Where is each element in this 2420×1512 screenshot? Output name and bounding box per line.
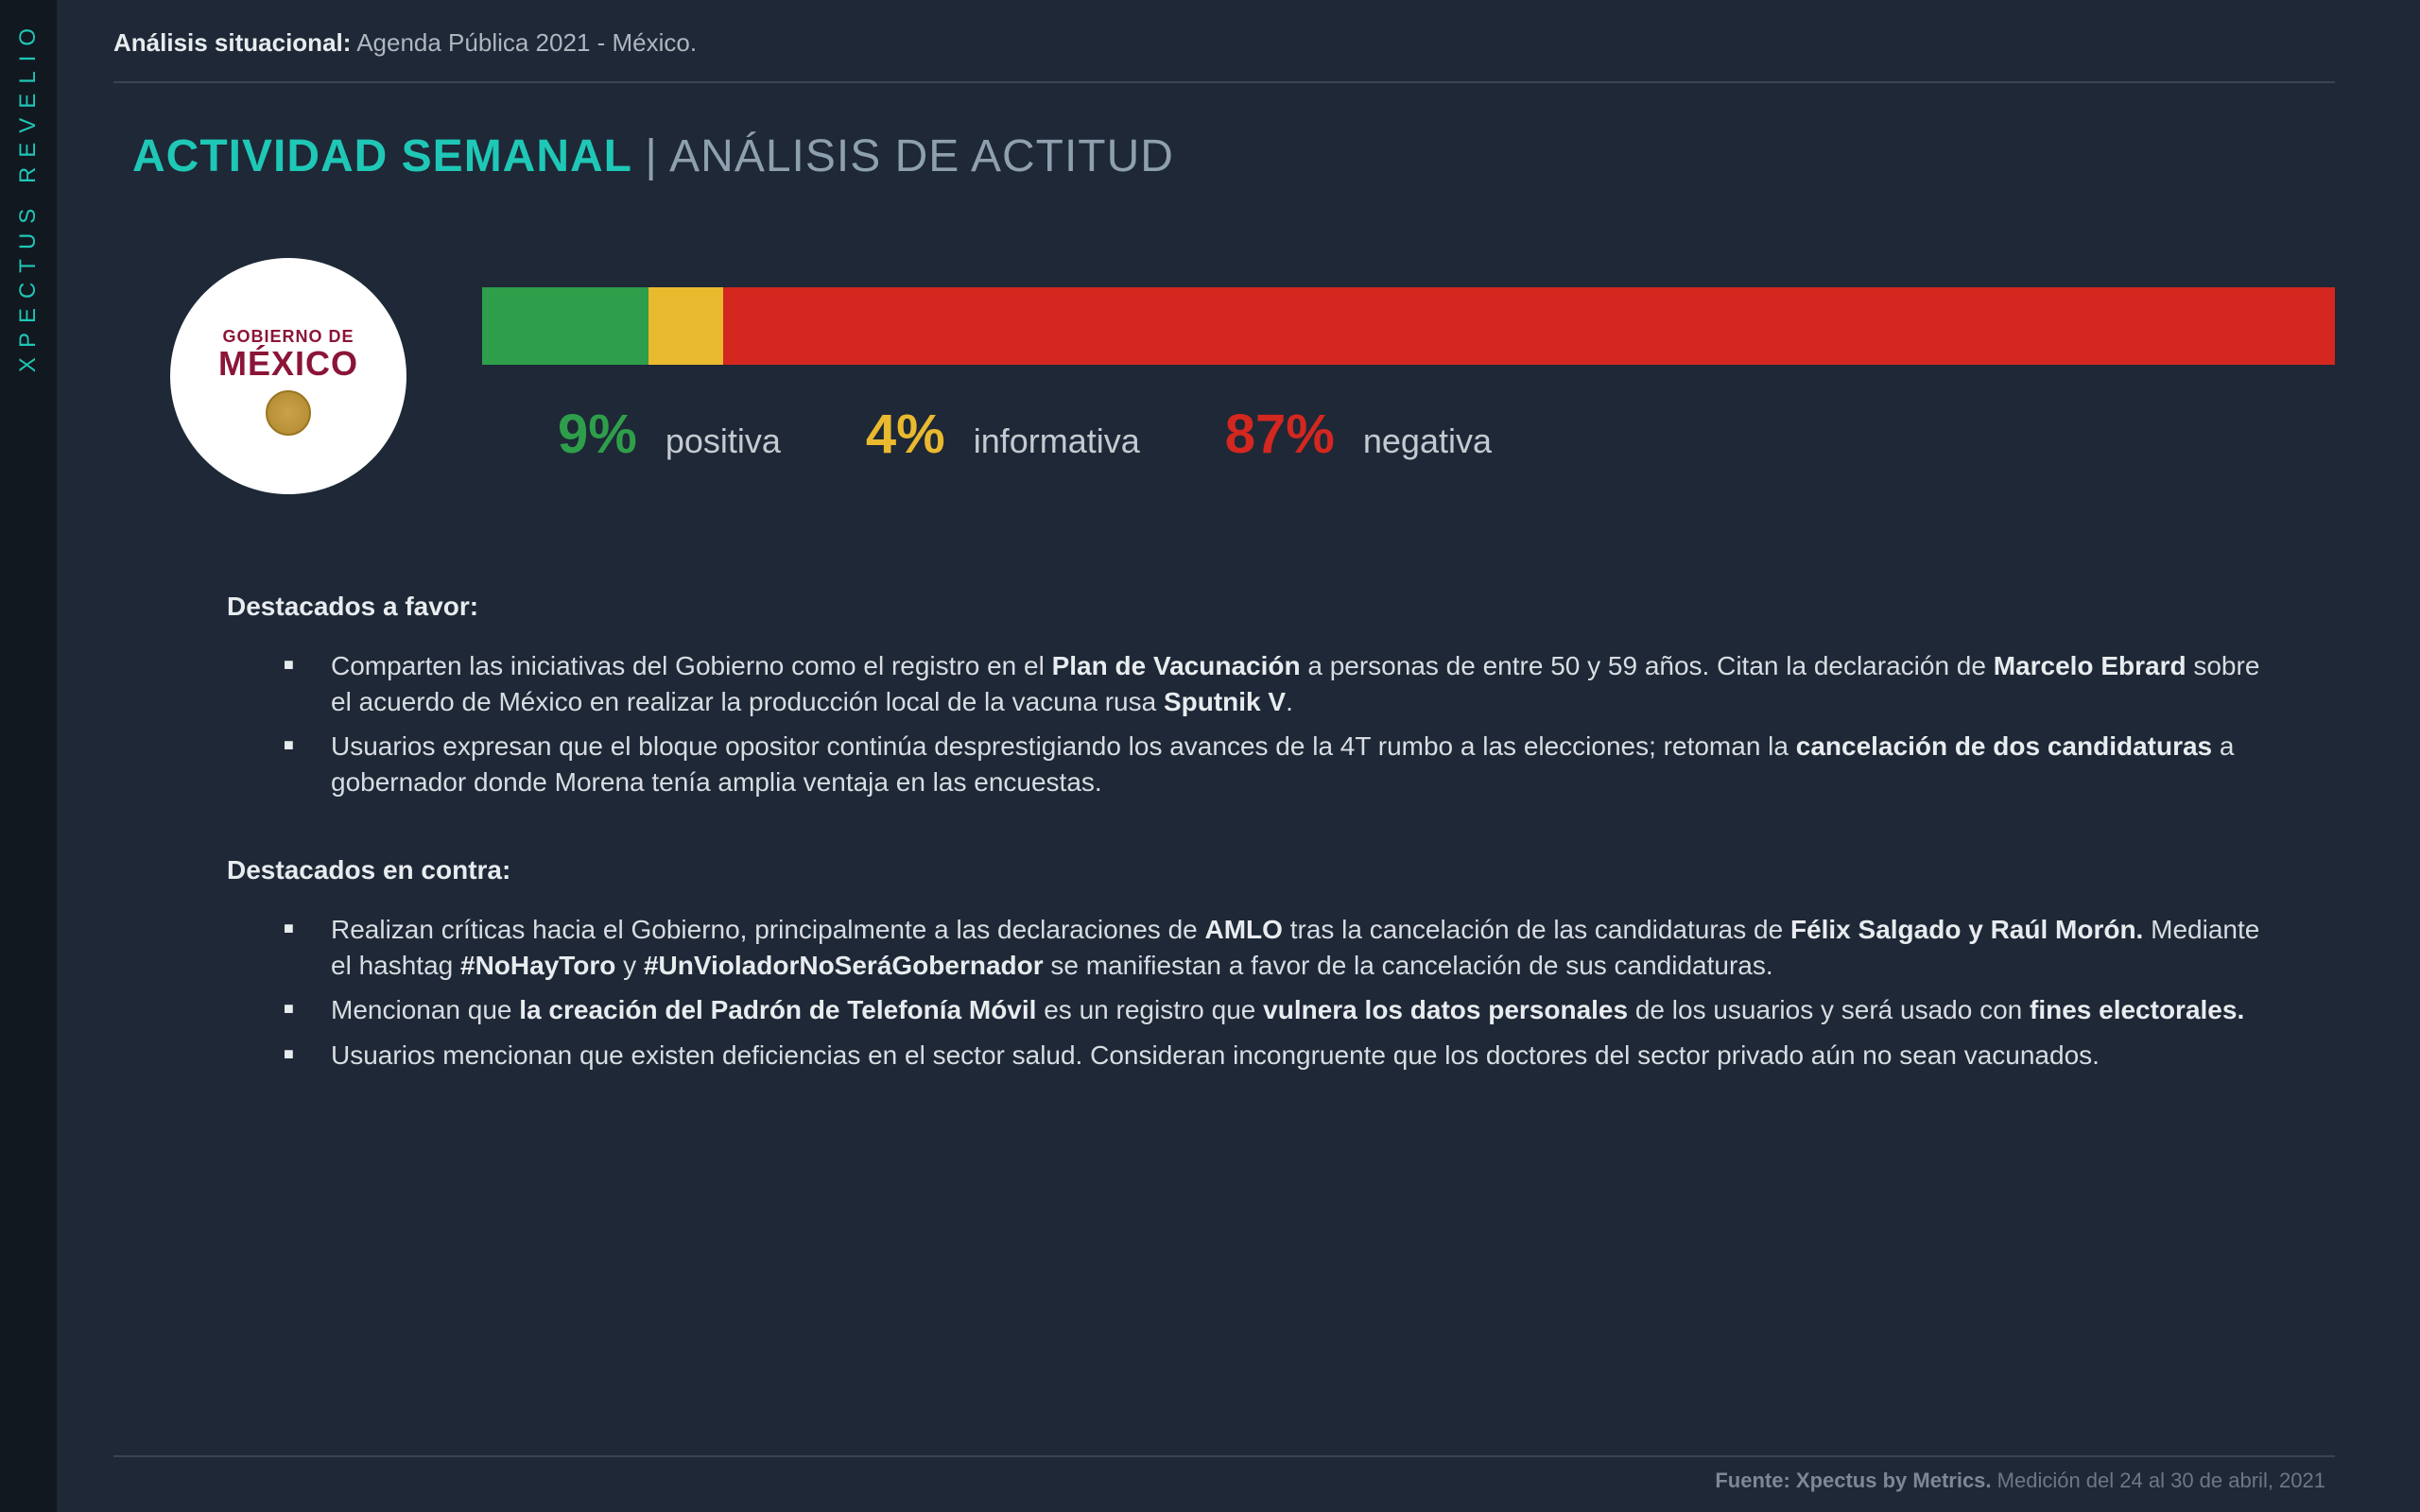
legend-item-positiva: 9% positiva (558, 403, 781, 466)
list-item: Mencionan que la creación del Padrón de … (284, 992, 2278, 1028)
footer-source: Fuente: Xpectus by Metrics. Medición del… (113, 1469, 2335, 1493)
list-item: Usuarios expresan que el bloque opositor… (284, 729, 2278, 800)
entity-logo: GOBIERNO DE MÉXICO (170, 258, 406, 494)
title-primary: ACTIVIDAD SEMANAL (132, 131, 632, 181)
sentiment-chart: 9% positiva 4% informativa 87% negativa (482, 287, 2335, 466)
legend-pct-negativa: 87% (1225, 403, 1335, 466)
list-item: Realizan críticas hacia el Gobierno, pri… (284, 912, 2278, 984)
bar-segment-informativa (648, 287, 722, 365)
legend-pct-informativa: 4% (866, 403, 945, 466)
legend-item-negativa: 87% negativa (1225, 403, 1492, 466)
divider-top (113, 81, 2335, 83)
chart-row: GOBIERNO DE MÉXICO 9% positiva 4% informati… (170, 258, 2335, 494)
favor-heading: Destacados a favor: (227, 589, 2278, 625)
breadcrumb: Análisis situacional: Agenda Pública 202… (113, 28, 2335, 58)
breadcrumb-bold: Análisis situacional: (113, 28, 351, 57)
logo-seal-icon (266, 390, 311, 436)
list-item: Usuarios mencionan que existen deficienc… (284, 1038, 2278, 1074)
brand-text: XPECTUS REVELIO (15, 19, 42, 372)
bar-segment-positiva (482, 287, 648, 365)
brand-sidebar: XPECTUS REVELIO (0, 0, 57, 1512)
main-content: Análisis situacional: Agenda Pública 202… (57, 0, 2420, 1512)
legend-label-informativa: informativa (974, 421, 1140, 461)
sentiment-bar (482, 287, 2335, 365)
list-item: Comparten las iniciativas del Gobierno c… (284, 648, 2278, 720)
legend-pct-positiva: 9% (558, 403, 637, 466)
footer-source-bold: Fuente: Xpectus by Metrics. (1715, 1469, 1991, 1492)
highlights-content: Destacados a favor: Comparten las inicia… (227, 589, 2278, 1125)
breadcrumb-rest: Agenda Pública 2021 - México. (351, 28, 697, 57)
contra-heading: Destacados en contra: (227, 852, 2278, 888)
bar-segment-negativa (723, 287, 2335, 365)
page-title: ACTIVIDAD SEMANAL | ANÁLISIS DE ACTITUD (132, 130, 2335, 182)
legend-item-informativa: 4% informativa (866, 403, 1140, 466)
title-secondary: ANÁLISIS DE ACTITUD (669, 131, 1174, 181)
logo-line2: MÉXICO (218, 347, 358, 381)
footer-source-rest: Medición del 24 al 30 de abril, 2021 (1992, 1469, 2325, 1492)
contra-list: Realizan críticas hacia el Gobierno, pri… (284, 912, 2278, 1074)
title-separator: | (632, 131, 669, 181)
favor-list: Comparten las iniciativas del Gobierno c… (284, 648, 2278, 800)
legend-label-negativa: negativa (1363, 421, 1492, 461)
sentiment-legend: 9% positiva 4% informativa 87% negativa (482, 403, 2335, 466)
divider-bottom (113, 1455, 2335, 1457)
legend-label-positiva: positiva (666, 421, 781, 461)
